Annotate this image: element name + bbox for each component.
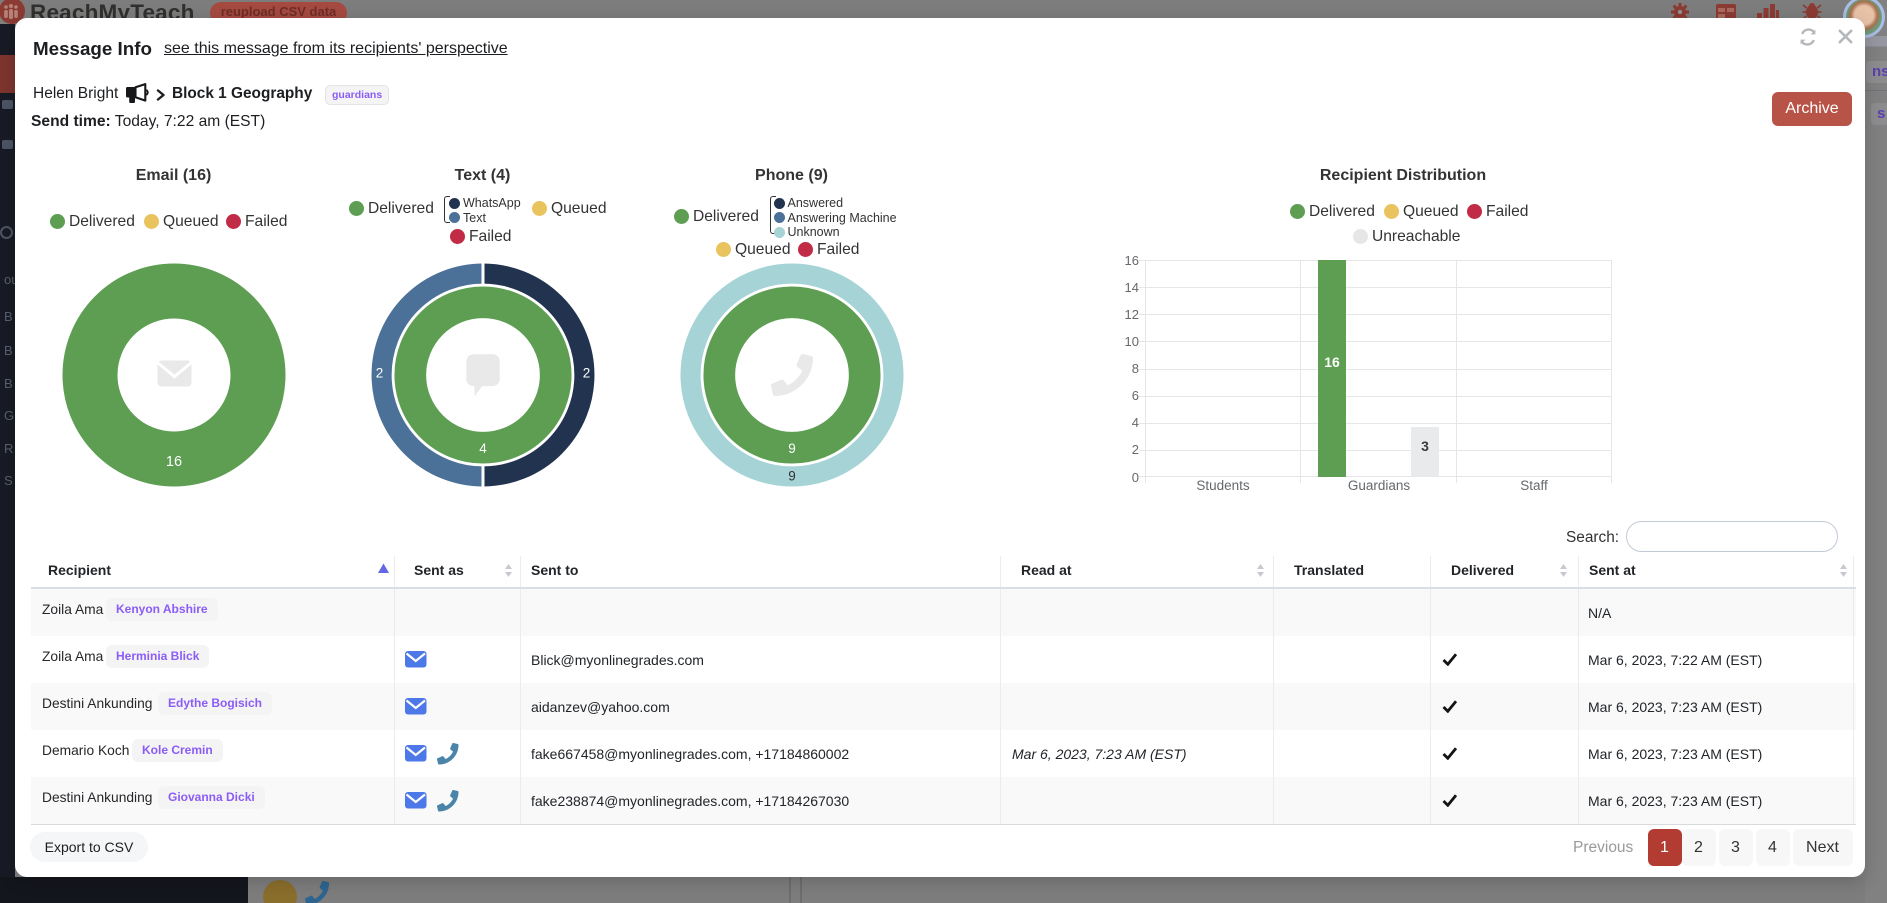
svg-text:2: 2 [582,365,590,380]
svg-text:4: 4 [479,441,487,456]
svg-text:2: 2 [375,365,383,380]
svg-text:16: 16 [165,454,181,470]
svg-text:9: 9 [788,468,796,483]
svg-text:9: 9 [788,441,796,456]
